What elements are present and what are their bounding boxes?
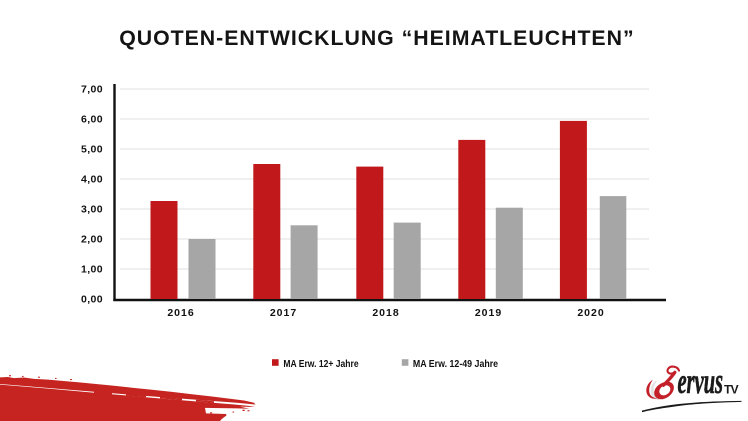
svg-text:MA Erw. 12-49 Jahre: MA Erw. 12-49 Jahre (413, 359, 499, 370)
svg-text:5,00: 5,00 (81, 144, 103, 156)
svg-text:2019: 2019 (475, 307, 502, 319)
svg-text:1,00: 1,00 (81, 264, 103, 276)
svg-text:0,00: 0,00 (81, 294, 103, 306)
svg-text:2018: 2018 (372, 307, 399, 319)
svg-text:MA Erw. 12+ Jahre: MA Erw. 12+ Jahre (283, 359, 359, 370)
svg-text:6,00: 6,00 (81, 114, 103, 126)
svg-text:2017: 2017 (270, 307, 297, 319)
svg-text:TV: TV (724, 382, 740, 396)
svg-text:3,00: 3,00 (81, 204, 103, 216)
svg-text:7,00: 7,00 (81, 84, 103, 96)
svg-text:2020: 2020 (577, 307, 604, 319)
svg-text:2016: 2016 (167, 307, 194, 319)
svg-text:QUOTEN-ENTWICKLUNG “HEIMATLEUC: QUOTEN-ENTWICKLUNG “HEIMATLEUCHTEN” (119, 26, 634, 50)
svg-text:4,00: 4,00 (81, 174, 103, 186)
svg-text:2,00: 2,00 (81, 234, 103, 246)
svg-text:ervus: ervus (677, 363, 722, 402)
